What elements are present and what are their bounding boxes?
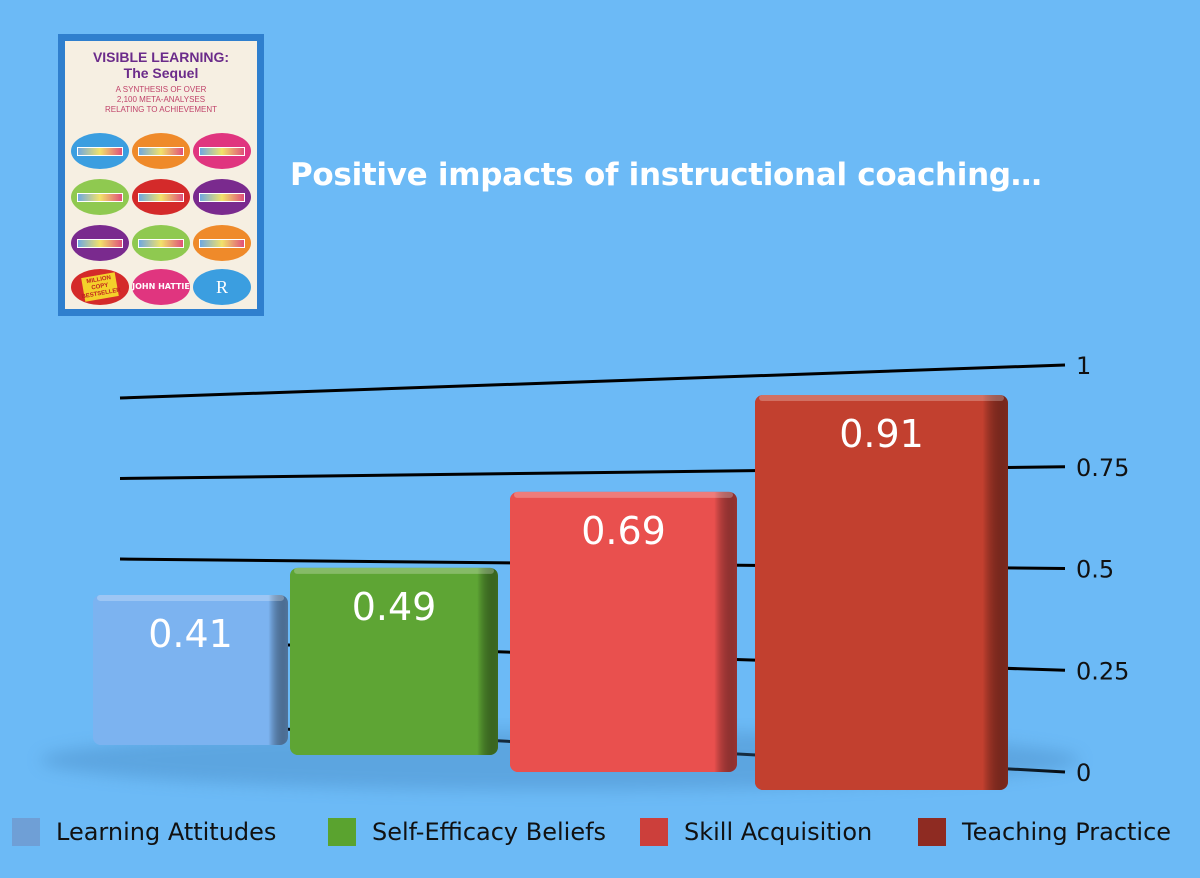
y-tick-label: 0.5 bbox=[1076, 556, 1114, 584]
bar-top-highlight bbox=[294, 567, 494, 574]
book-author: JOHN HATTIE bbox=[132, 269, 190, 305]
y-tick-label: 0 bbox=[1076, 759, 1091, 787]
cover-oval bbox=[193, 133, 251, 169]
cover-oval bbox=[71, 225, 129, 261]
gridline bbox=[119, 363, 1066, 400]
legend-label: Learning Attitudes bbox=[56, 818, 277, 846]
y-tick-label: 0.25 bbox=[1076, 657, 1129, 685]
legend-swatch bbox=[328, 818, 356, 846]
bestseller-oval: MILLION COPY BESTSELLER bbox=[71, 269, 129, 305]
bar-shading bbox=[755, 395, 1008, 790]
publisher-logo: R bbox=[193, 269, 251, 305]
cover-oval bbox=[193, 225, 251, 261]
cover-oval bbox=[71, 133, 129, 169]
legend-swatch bbox=[640, 818, 668, 846]
legend-label: Skill Acquisition bbox=[684, 818, 873, 846]
data-label: 0.41 bbox=[148, 612, 233, 656]
cover-oval bbox=[193, 179, 251, 215]
legend-item-self-efficacy-beliefs: Self-Efficacy Beliefs bbox=[328, 818, 606, 846]
book-cover: VISIBLE LEARNING: The Sequel A SYNTHESIS… bbox=[58, 34, 264, 316]
data-label: 0.91 bbox=[839, 412, 924, 456]
legend-swatch bbox=[12, 818, 40, 846]
legend-label: Self-Efficacy Beliefs bbox=[372, 818, 607, 846]
cover-oval bbox=[132, 133, 190, 169]
book-subtitle-2: 2,100 META-ANALYSES bbox=[116, 95, 206, 104]
data-label: 0.49 bbox=[352, 585, 437, 629]
legend-item-skill-acquisition: Skill Acquisition bbox=[640, 818, 872, 846]
legend-item-teaching-practice: Teaching Practice bbox=[918, 818, 1171, 846]
y-tick-label: 1 bbox=[1076, 352, 1091, 380]
bar-shading bbox=[510, 491, 737, 772]
book-title-line2: The Sequel bbox=[123, 65, 199, 81]
legend-swatch bbox=[918, 818, 946, 846]
data-label: 0.69 bbox=[581, 509, 666, 553]
bar-shading bbox=[290, 567, 498, 755]
cover-oval bbox=[132, 225, 190, 261]
cover-oval bbox=[71, 179, 129, 215]
book-subtitle-1: A SYNTHESIS OF OVER bbox=[115, 85, 207, 94]
y-tick-label: 0.75 bbox=[1076, 454, 1129, 482]
cover-oval bbox=[132, 179, 190, 215]
bar-top-highlight bbox=[514, 491, 733, 498]
chart-title: Positive impacts of instructional coachi… bbox=[290, 157, 1042, 193]
book-subtitle-3: RELATING TO ACHIEVEMENT bbox=[104, 105, 218, 114]
bar-top-highlight bbox=[97, 594, 284, 601]
bar-shading bbox=[93, 594, 288, 745]
bar-top-highlight bbox=[759, 395, 1004, 402]
legend-label: Teaching Practice bbox=[962, 818, 1172, 846]
book-title-line1: VISIBLE LEARNING: bbox=[92, 49, 230, 65]
legend-item-learning-attitudes: Learning Attitudes bbox=[12, 818, 276, 846]
